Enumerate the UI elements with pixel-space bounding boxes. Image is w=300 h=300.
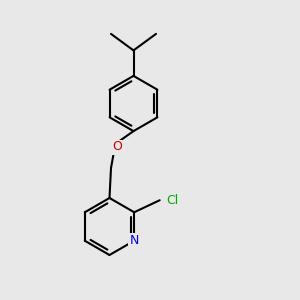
- Text: Cl: Cl: [167, 194, 179, 207]
- Text: N: N: [130, 234, 139, 247]
- Text: O: O: [112, 140, 122, 154]
